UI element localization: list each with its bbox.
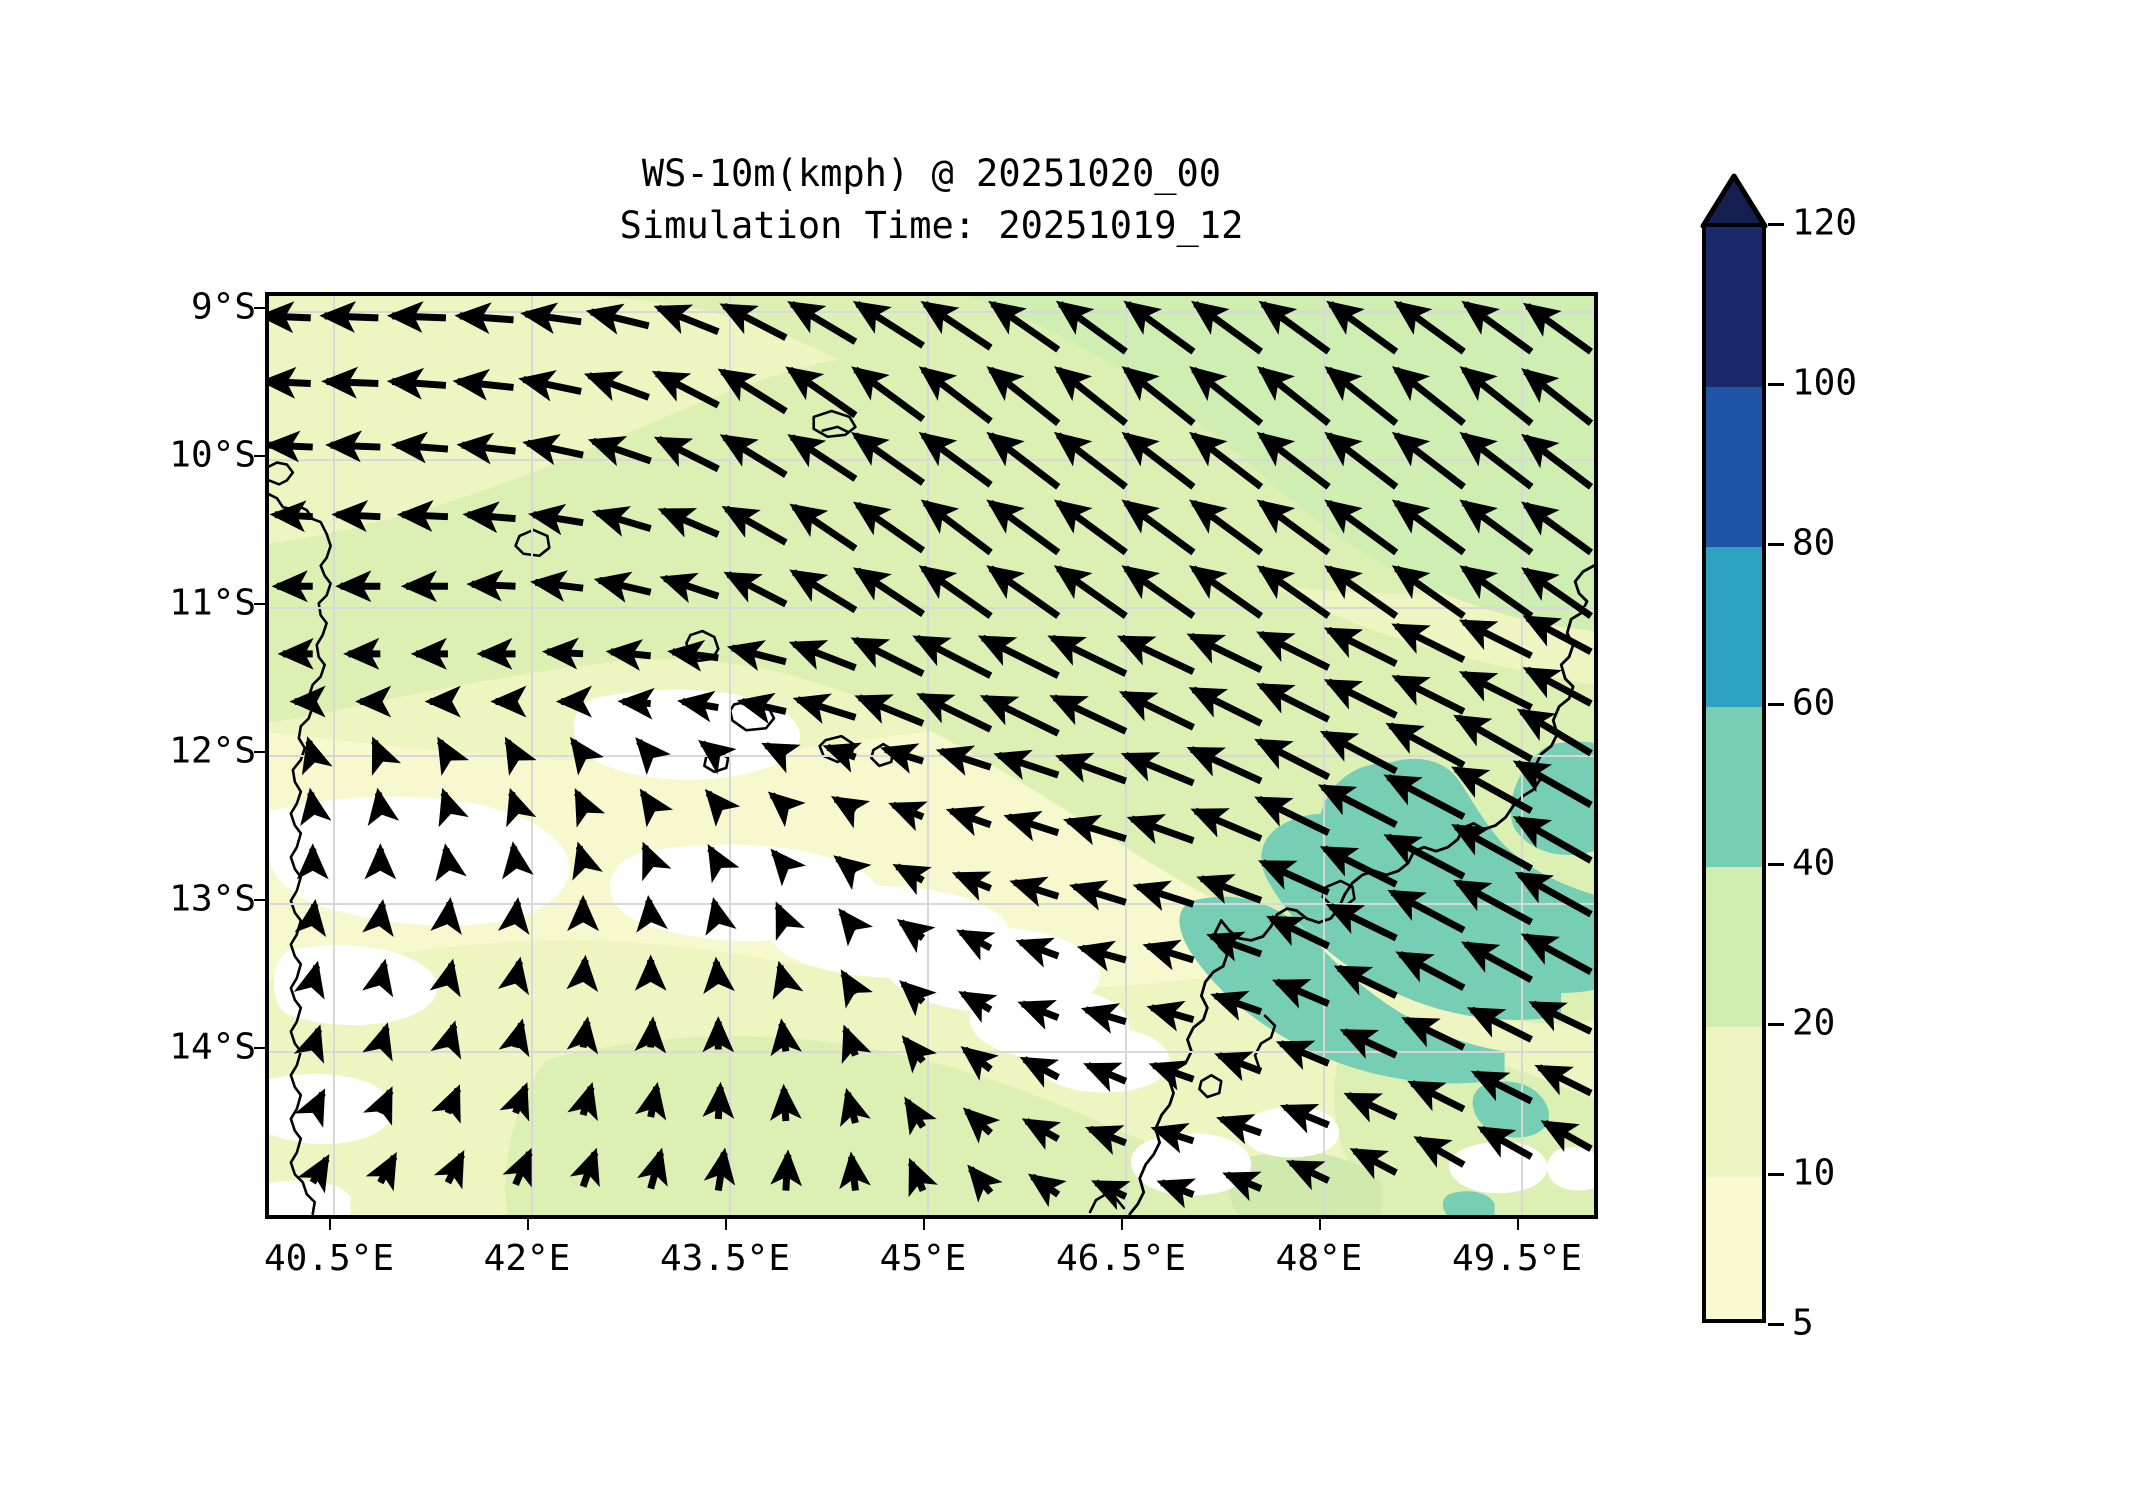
x-axis-tick (725, 1219, 727, 1230)
y-axis-label: 11°S (169, 582, 256, 624)
colorbar-tick (1768, 1323, 1784, 1326)
colorbar-label: 5 (1792, 1302, 1814, 1344)
x-axis-tick (329, 1219, 331, 1230)
y-axis-label: 10°S (169, 434, 256, 476)
y-axis-tick (254, 899, 265, 901)
gridline-horizontal (269, 755, 1594, 757)
colorbar-label: 60 (1792, 682, 1836, 724)
colorbar-label: 120 (1792, 202, 1858, 244)
colorbar-tick (1768, 223, 1784, 226)
colorbar-label: 40 (1792, 842, 1836, 884)
y-axis-tick (254, 751, 265, 753)
colorbar-tick (1768, 863, 1784, 866)
x-axis-label: 48°E (1275, 1238, 1363, 1279)
colorbar-band-5-10 (1706, 1177, 1762, 1319)
x-axis-tick (1121, 1219, 1123, 1230)
y-axis-tick (254, 1047, 265, 1049)
gridline-horizontal (269, 903, 1594, 905)
y-axis-label: 14°S (169, 1026, 256, 1068)
x-axis-tick (923, 1219, 925, 1230)
colorbar-tick (1768, 703, 1784, 706)
x-axis-label: 49.5°E (1451, 1238, 1583, 1279)
title-line-2: Simulation Time: 20251019_12 (619, 204, 1244, 247)
x-axis-label: 43.5°E (659, 1238, 791, 1279)
colorbar-band-10-20 (1706, 1027, 1762, 1177)
colorbar-label: 100 (1792, 362, 1858, 404)
colorbar-label: 10 (1792, 1152, 1836, 1194)
y-axis-label: 12°S (169, 730, 256, 772)
colorbar-band-40-60 (1706, 707, 1762, 867)
colorbar-band-20-40 (1706, 867, 1762, 1027)
colorbar-over-arrow (1700, 173, 1768, 229)
colorbar-tick (1768, 543, 1784, 546)
x-axis-tick (527, 1219, 529, 1230)
colorbar-band-60-80 (1706, 547, 1762, 707)
x-axis-tick (1319, 1219, 1321, 1230)
colorbar-label: 80 (1792, 522, 1836, 564)
x-axis-label: 42°E (483, 1238, 571, 1279)
gridline-horizontal (269, 607, 1594, 609)
y-axis-label: 13°S (169, 878, 256, 920)
colorbar-tick (1768, 1173, 1784, 1176)
colorbar-gradient (1702, 223, 1766, 1323)
x-axis-label: 46.5°E (1055, 1238, 1187, 1279)
y-axis-label: 9°S (190, 286, 256, 328)
colorbar-label: 20 (1792, 1002, 1836, 1044)
y-axis-tick (254, 307, 265, 309)
x-axis-label: 45°E (879, 1238, 967, 1279)
y-axis-tick (254, 455, 265, 457)
colorbar-band-100-120 (1706, 227, 1762, 387)
x-axis-tick (1517, 1219, 1519, 1230)
y-axis-tick (254, 603, 265, 605)
chart-title: WS-10m(kmph) @ 20251020_00 Simulation Ti… (265, 148, 1598, 252)
title-line-1: WS-10m(kmph) @ 20251020_00 (641, 152, 1222, 195)
x-axis-label: 40.5°E (263, 1238, 395, 1279)
colorbar-band-80-100 (1706, 387, 1762, 547)
map-plot-area (265, 292, 1598, 1219)
colorbar-tick (1768, 1023, 1784, 1026)
colorbar: 120 100 80 60 40 20 10 5 (1700, 173, 1857, 1344)
colorbar-tick (1768, 383, 1784, 386)
wind-vector-quiver (269, 296, 1594, 1215)
